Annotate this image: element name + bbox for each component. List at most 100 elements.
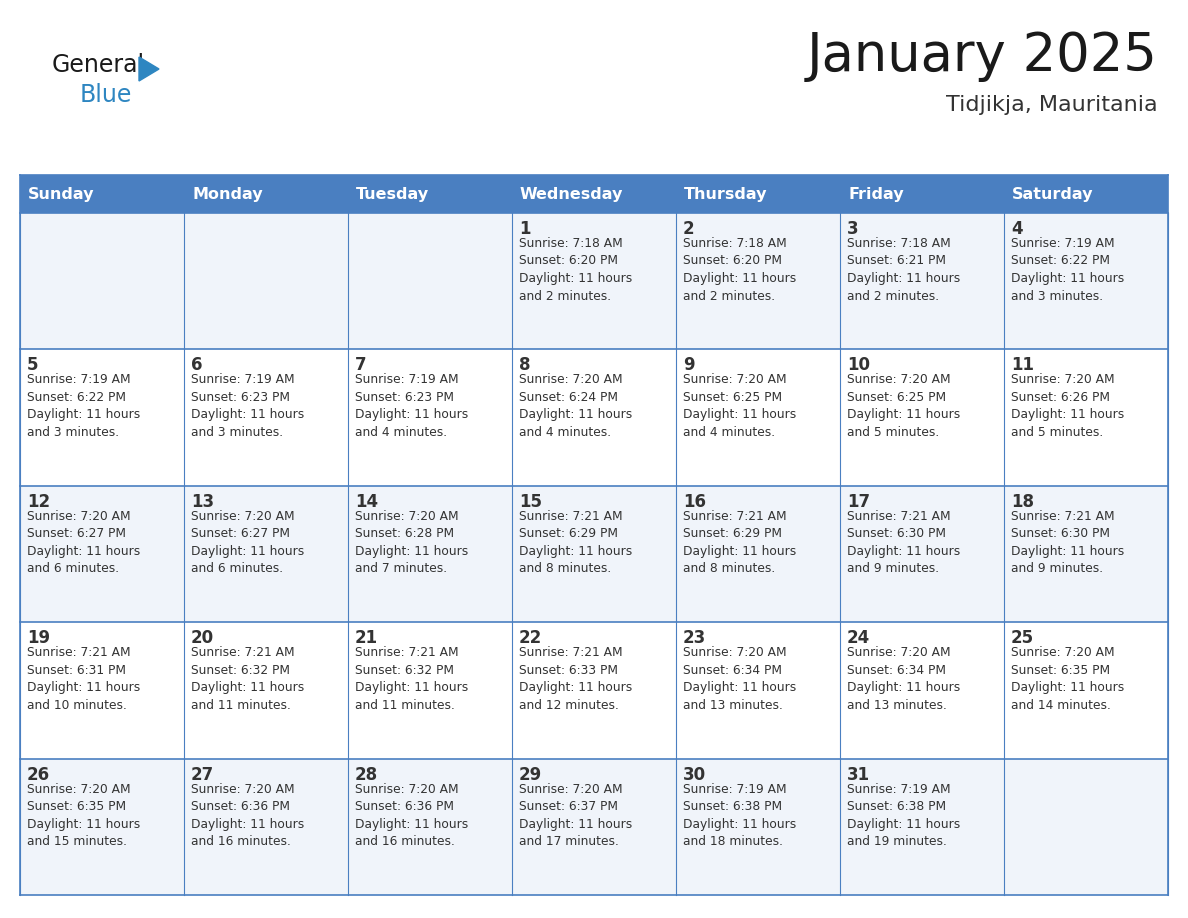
Text: 5: 5	[27, 356, 38, 375]
Text: Tuesday: Tuesday	[356, 186, 429, 201]
Text: Sunrise: 7:19 AM
Sunset: 6:38 PM
Daylight: 11 hours
and 19 minutes.: Sunrise: 7:19 AM Sunset: 6:38 PM Dayligh…	[847, 783, 960, 848]
Text: 22: 22	[519, 629, 542, 647]
Text: 23: 23	[683, 629, 706, 647]
Text: Sunrise: 7:20 AM
Sunset: 6:24 PM
Daylight: 11 hours
and 4 minutes.: Sunrise: 7:20 AM Sunset: 6:24 PM Dayligh…	[519, 374, 632, 439]
Bar	[348, 175, 512, 213]
Text: Sunrise: 7:19 AM
Sunset: 6:22 PM
Daylight: 11 hours
and 3 minutes.: Sunrise: 7:19 AM Sunset: 6:22 PM Dayligh…	[1011, 237, 1124, 303]
Text: 17: 17	[847, 493, 870, 510]
Text: Blue: Blue	[80, 83, 132, 107]
Bar	[676, 758, 840, 895]
Text: Sunrise: 7:21 AM
Sunset: 6:31 PM
Daylight: 11 hours
and 10 minutes.: Sunrise: 7:21 AM Sunset: 6:31 PM Dayligh…	[27, 646, 140, 711]
Bar	[512, 486, 676, 622]
Text: Monday: Monday	[192, 186, 263, 201]
Text: Thursday: Thursday	[684, 186, 767, 201]
Bar	[676, 486, 840, 622]
Text: 7: 7	[355, 356, 367, 375]
Text: Sunrise: 7:20 AM
Sunset: 6:27 PM
Daylight: 11 hours
and 6 minutes.: Sunrise: 7:20 AM Sunset: 6:27 PM Dayligh…	[27, 509, 140, 576]
Text: 2: 2	[683, 220, 695, 238]
Bar	[348, 350, 512, 486]
Bar	[1004, 758, 1168, 895]
Bar	[20, 350, 184, 486]
Text: 19: 19	[27, 629, 50, 647]
Text: 30: 30	[683, 766, 706, 784]
Text: 1: 1	[519, 220, 531, 238]
Text: Sunrise: 7:21 AM
Sunset: 6:30 PM
Daylight: 11 hours
and 9 minutes.: Sunrise: 7:21 AM Sunset: 6:30 PM Dayligh…	[1011, 509, 1124, 576]
Bar	[348, 213, 512, 350]
Text: Friday: Friday	[848, 186, 904, 201]
Text: 18: 18	[1011, 493, 1034, 510]
Text: General: General	[52, 53, 145, 77]
Bar	[1004, 213, 1168, 350]
Bar	[512, 758, 676, 895]
Text: 4: 4	[1011, 220, 1023, 238]
Bar	[348, 758, 512, 895]
Text: Sunrise: 7:20 AM
Sunset: 6:36 PM
Daylight: 11 hours
and 16 minutes.: Sunrise: 7:20 AM Sunset: 6:36 PM Dayligh…	[191, 783, 304, 848]
Bar	[512, 213, 676, 350]
Text: Saturday: Saturday	[1012, 186, 1093, 201]
Text: Sunrise: 7:19 AM
Sunset: 6:23 PM
Daylight: 11 hours
and 4 minutes.: Sunrise: 7:19 AM Sunset: 6:23 PM Dayligh…	[355, 374, 468, 439]
Text: 9: 9	[683, 356, 695, 375]
Text: 16: 16	[683, 493, 706, 510]
Text: Sunrise: 7:20 AM
Sunset: 6:27 PM
Daylight: 11 hours
and 6 minutes.: Sunrise: 7:20 AM Sunset: 6:27 PM Dayligh…	[191, 509, 304, 576]
Text: 8: 8	[519, 356, 531, 375]
Text: Wednesday: Wednesday	[520, 186, 624, 201]
Text: 6: 6	[191, 356, 202, 375]
Bar	[1004, 486, 1168, 622]
Bar	[840, 175, 1004, 213]
Text: 24: 24	[847, 629, 871, 647]
Bar	[184, 175, 348, 213]
Text: 28: 28	[355, 766, 378, 784]
Text: Sunrise: 7:20 AM
Sunset: 6:37 PM
Daylight: 11 hours
and 17 minutes.: Sunrise: 7:20 AM Sunset: 6:37 PM Dayligh…	[519, 783, 632, 848]
Text: Sunrise: 7:20 AM
Sunset: 6:34 PM
Daylight: 11 hours
and 13 minutes.: Sunrise: 7:20 AM Sunset: 6:34 PM Dayligh…	[847, 646, 960, 711]
Text: 21: 21	[355, 629, 378, 647]
Text: 14: 14	[355, 493, 378, 510]
Bar	[840, 213, 1004, 350]
Text: 12: 12	[27, 493, 50, 510]
Text: 11: 11	[1011, 356, 1034, 375]
Text: 29: 29	[519, 766, 542, 784]
Bar	[348, 486, 512, 622]
Text: January 2025: January 2025	[807, 30, 1158, 82]
Bar	[676, 350, 840, 486]
Bar	[348, 622, 512, 758]
Bar	[20, 175, 184, 213]
Polygon shape	[139, 57, 159, 81]
Bar	[512, 622, 676, 758]
Text: Sunrise: 7:19 AM
Sunset: 6:22 PM
Daylight: 11 hours
and 3 minutes.: Sunrise: 7:19 AM Sunset: 6:22 PM Dayligh…	[27, 374, 140, 439]
Bar	[1004, 622, 1168, 758]
Text: 25: 25	[1011, 629, 1034, 647]
Text: Sunrise: 7:18 AM
Sunset: 6:21 PM
Daylight: 11 hours
and 2 minutes.: Sunrise: 7:18 AM Sunset: 6:21 PM Dayligh…	[847, 237, 960, 303]
Bar	[676, 622, 840, 758]
Bar	[184, 758, 348, 895]
Text: Sunrise: 7:20 AM
Sunset: 6:25 PM
Daylight: 11 hours
and 5 minutes.: Sunrise: 7:20 AM Sunset: 6:25 PM Dayligh…	[847, 374, 960, 439]
Text: Sunrise: 7:21 AM
Sunset: 6:33 PM
Daylight: 11 hours
and 12 minutes.: Sunrise: 7:21 AM Sunset: 6:33 PM Dayligh…	[519, 646, 632, 711]
Text: 27: 27	[191, 766, 214, 784]
Bar	[676, 213, 840, 350]
Text: Sunrise: 7:21 AM
Sunset: 6:29 PM
Daylight: 11 hours
and 8 minutes.: Sunrise: 7:21 AM Sunset: 6:29 PM Dayligh…	[683, 509, 796, 576]
Text: Sunrise: 7:20 AM
Sunset: 6:35 PM
Daylight: 11 hours
and 15 minutes.: Sunrise: 7:20 AM Sunset: 6:35 PM Dayligh…	[27, 783, 140, 848]
Text: 13: 13	[191, 493, 214, 510]
Text: Sunrise: 7:20 AM
Sunset: 6:34 PM
Daylight: 11 hours
and 13 minutes.: Sunrise: 7:20 AM Sunset: 6:34 PM Dayligh…	[683, 646, 796, 711]
Text: Sunrise: 7:20 AM
Sunset: 6:28 PM
Daylight: 11 hours
and 7 minutes.: Sunrise: 7:20 AM Sunset: 6:28 PM Dayligh…	[355, 509, 468, 576]
Text: 3: 3	[847, 220, 859, 238]
Bar	[20, 486, 184, 622]
Text: Sunrise: 7:21 AM
Sunset: 6:30 PM
Daylight: 11 hours
and 9 minutes.: Sunrise: 7:21 AM Sunset: 6:30 PM Dayligh…	[847, 509, 960, 576]
Bar	[1004, 350, 1168, 486]
Text: Sunrise: 7:18 AM
Sunset: 6:20 PM
Daylight: 11 hours
and 2 minutes.: Sunrise: 7:18 AM Sunset: 6:20 PM Dayligh…	[519, 237, 632, 303]
Text: Tidjikja, Mauritania: Tidjikja, Mauritania	[947, 95, 1158, 115]
Bar	[20, 758, 184, 895]
Bar	[512, 350, 676, 486]
Bar	[840, 486, 1004, 622]
Text: Sunrise: 7:20 AM
Sunset: 6:35 PM
Daylight: 11 hours
and 14 minutes.: Sunrise: 7:20 AM Sunset: 6:35 PM Dayligh…	[1011, 646, 1124, 711]
Bar	[840, 758, 1004, 895]
Text: Sunrise: 7:20 AM
Sunset: 6:36 PM
Daylight: 11 hours
and 16 minutes.: Sunrise: 7:20 AM Sunset: 6:36 PM Dayligh…	[355, 783, 468, 848]
Bar	[184, 486, 348, 622]
Bar	[840, 350, 1004, 486]
Bar	[184, 622, 348, 758]
Bar	[512, 175, 676, 213]
Bar	[840, 622, 1004, 758]
Bar	[1004, 175, 1168, 213]
Text: Sunrise: 7:19 AM
Sunset: 6:38 PM
Daylight: 11 hours
and 18 minutes.: Sunrise: 7:19 AM Sunset: 6:38 PM Dayligh…	[683, 783, 796, 848]
Text: 26: 26	[27, 766, 50, 784]
Text: Sunrise: 7:21 AM
Sunset: 6:32 PM
Daylight: 11 hours
and 11 minutes.: Sunrise: 7:21 AM Sunset: 6:32 PM Dayligh…	[191, 646, 304, 711]
